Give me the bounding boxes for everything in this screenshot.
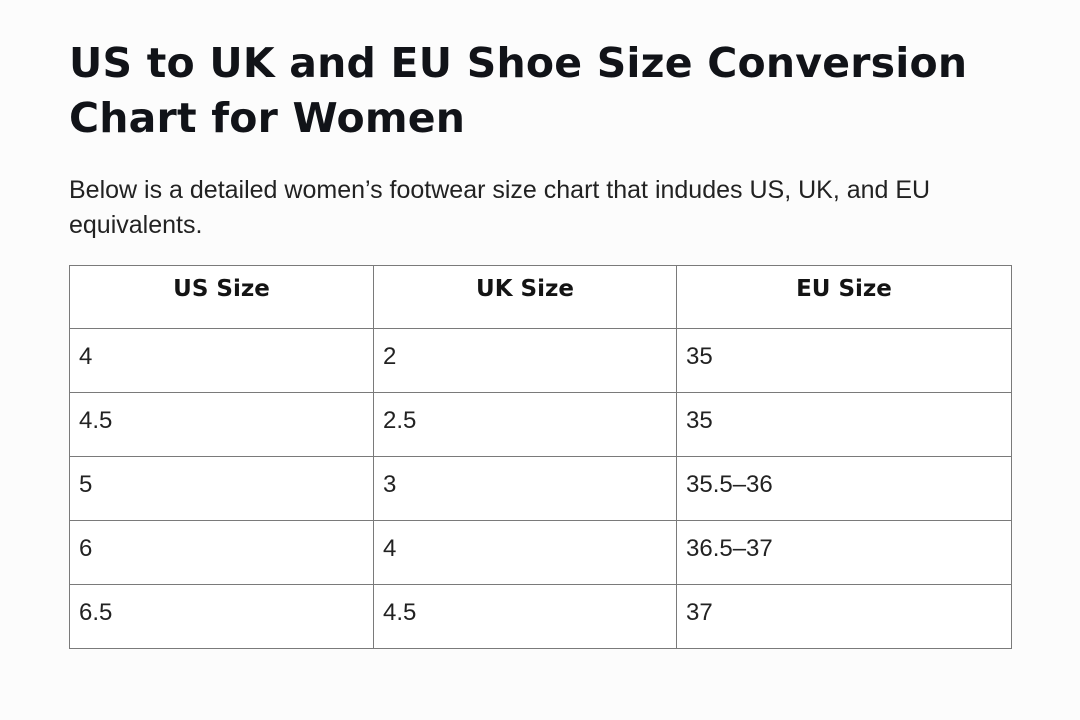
table-row: 4 2 35 bbox=[69, 328, 1012, 393]
header-us-size: US Size bbox=[69, 265, 374, 329]
table-row: 4.5 2.5 35 bbox=[69, 392, 1012, 457]
table-header-row: US Size UK Size EU Size bbox=[69, 265, 1012, 329]
table-row: 6.5 4.5 37 bbox=[69, 584, 1012, 649]
cell-us-size: 6.5 bbox=[69, 584, 374, 649]
cell-us-size: 6 bbox=[69, 520, 374, 585]
cell-uk-size: 2.5 bbox=[373, 392, 677, 457]
cell-uk-size: 4.5 bbox=[373, 584, 677, 649]
intro-paragraph: Below is a detailed women’s footwear siz… bbox=[69, 176, 931, 239]
header-uk-size: UK Size bbox=[373, 265, 677, 329]
cell-eu-size: 35 bbox=[676, 328, 1012, 393]
cell-us-size: 5 bbox=[69, 456, 374, 521]
cell-eu-size: 36.5–37 bbox=[676, 520, 1012, 585]
header-eu-size: EU Size bbox=[676, 265, 1012, 329]
cell-eu-size: 37 bbox=[676, 584, 1012, 649]
cell-uk-size: 3 bbox=[373, 456, 677, 521]
table-row: 6 4 36.5–37 bbox=[69, 520, 1012, 585]
document-page: US to UK and EU Shoe Size Conversion Cha… bbox=[69, 36, 1012, 649]
cell-eu-size: 35 bbox=[676, 392, 1012, 457]
table-row: 5 3 35.5–36 bbox=[69, 456, 1012, 521]
cell-us-size: 4.5 bbox=[69, 392, 374, 457]
cell-us-size: 4 bbox=[69, 328, 374, 393]
cell-eu-size: 35.5–36 bbox=[676, 456, 1012, 521]
page-title: US to UK and EU Shoe Size Conversion Cha… bbox=[69, 39, 968, 142]
size-conversion-table: US Size UK Size EU Size 4 2 35 4.5 2.5 3… bbox=[69, 265, 1012, 649]
cell-uk-size: 2 bbox=[373, 328, 677, 393]
cell-uk-size: 4 bbox=[373, 520, 677, 585]
